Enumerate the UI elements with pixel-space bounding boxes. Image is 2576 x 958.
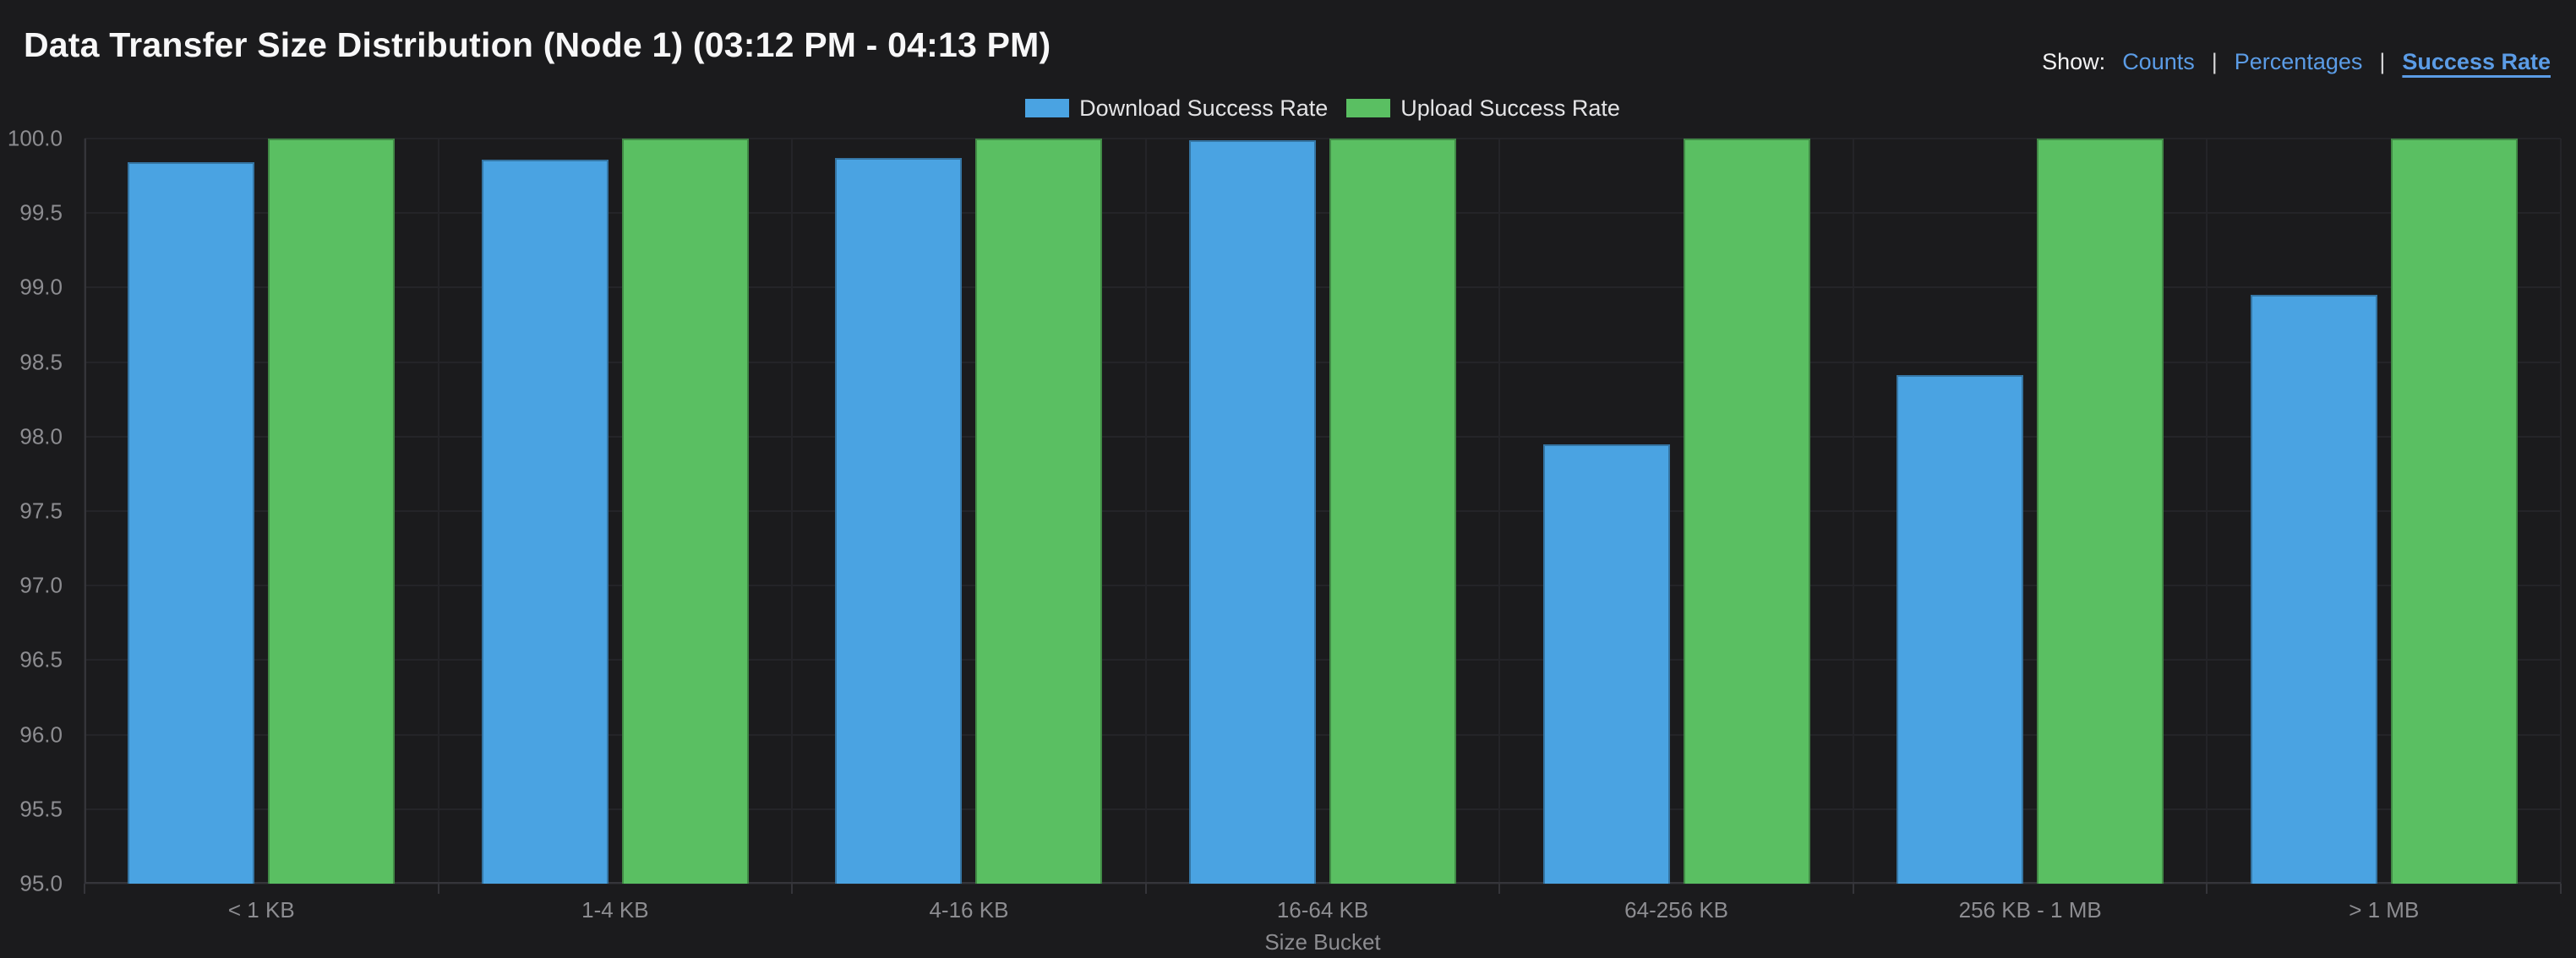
x-tick-label-1-mb: > 1 MB: [2349, 897, 2420, 923]
show-option-separator: |: [2379, 49, 2386, 74]
upload-success-rate-bar-1-mb[interactable]: [2390, 139, 2518, 884]
x-axis-labels: < 1 KB 1-4 KB 4-16 KB 16-64 KB 64-256 KB 256 …: [85, 897, 2561, 923]
x-axis-title: Size Bucket: [1264, 929, 1381, 955]
y-tick-label-95.0: 95.0: [19, 870, 63, 896]
legend-swatch-upload-success-rate: [1346, 99, 1391, 117]
bar-group-1-4-kb: [439, 139, 793, 884]
download-success-rate-bar-1-4-kb[interactable]: [481, 159, 609, 884]
download-success-rate-bar-64-256-kb[interactable]: [1542, 444, 1670, 884]
gridline-y-95.5: [85, 808, 2561, 810]
upload-success-rate-bar-16-64-kb[interactable]: [1329, 139, 1457, 884]
gridline-y-97.0: [85, 585, 2561, 587]
upload-success-rate-bar-256-kb-1-mb[interactable]: [2037, 139, 2164, 884]
x-tick-label-256-kb-1-mb: 256 KB - 1 MB: [1958, 897, 2102, 923]
x-tick-label-1-4-kb: 1-4 KB: [581, 897, 649, 923]
gridline-x-7: [2560, 139, 2562, 884]
legend-label: Download Success Rate: [1079, 95, 1329, 121]
x-tick-label-64-256-kb: 64-256 KB: [1624, 897, 1729, 923]
legend-label: Upload Success Rate: [1400, 95, 1620, 121]
download-success-rate-bar-16-64-kb[interactable]: [1189, 139, 1317, 884]
upload-success-rate-bar-4-16-kb[interactable]: [975, 139, 1103, 884]
show-option-percentages[interactable]: Percentages: [2234, 49, 2363, 74]
gridline-y-100.0: [85, 138, 2561, 139]
gridline-y-99.5: [85, 212, 2561, 215]
gridline-y-98.5: [85, 361, 2561, 363]
gridline-y-97.5: [85, 510, 2561, 512]
gridline-x-3: [1144, 139, 1147, 884]
bar-group-64-256-kb: [1499, 139, 1853, 884]
gridline-x-6: [2206, 139, 2208, 884]
bar-group-16-64-kb: [1146, 139, 1500, 884]
x-tick-label-16-64-kb: 16-64 KB: [1276, 897, 1369, 923]
download-success-rate-bar-256-kb-1-mb[interactable]: [1897, 375, 2024, 884]
y-tick-label-96.5: 96.5: [19, 646, 63, 672]
page-title: Data Transfer Size Distribution (Node 1)…: [24, 25, 1051, 64]
y-tick-label-97.0: 97.0: [19, 572, 63, 598]
x-axis-tick-3: [1144, 884, 1147, 894]
download-success-rate-bar-4-16-kb[interactable]: [835, 157, 963, 884]
chart-plot-area: [84, 138, 2562, 894]
upload-success-rate-bar-1-kb[interactable]: [268, 139, 396, 884]
y-tick-label-98.5: 98.5: [19, 349, 63, 375]
x-axis-tick-5: [1852, 884, 1854, 894]
y-tick-label-100.0: 100.0: [7, 125, 63, 151]
y-axis-line: [85, 139, 86, 884]
x-tick-label-1-kb: < 1 KB: [227, 897, 295, 923]
gridline-x-1: [437, 139, 439, 884]
gridline-y-99.0: [85, 286, 2561, 289]
y-axis-labels: 95.0 95.5 96.0 96.5 97.0 97.5 98.0 98.5 99.0 99.5…: [0, 126, 73, 896]
x-axis-tick-4: [1498, 884, 1501, 894]
y-tick-label-97.5: 97.5: [19, 498, 63, 524]
gridline-x-2: [791, 139, 794, 884]
gridline-x-4: [1498, 139, 1501, 884]
download-success-rate-bar-1-mb[interactable]: [2250, 295, 2377, 884]
x-axis-tick-6: [2206, 884, 2208, 894]
show-option-counts[interactable]: Counts: [2122, 49, 2195, 74]
show-switcher: Show: Counts | Percentages | Success Rate: [2042, 49, 2551, 75]
x-axis-line: [85, 882, 2561, 884]
y-tick-label-96.0: 96.0: [19, 721, 63, 748]
gridline-y-96.0: [85, 733, 2561, 736]
gridline-y-98.0: [85, 435, 2561, 438]
bar-group-256-kb-1-mb: [1853, 139, 2208, 884]
legend-item-upload-success-rate[interactable]: Upload Success Rate: [1346, 95, 1620, 122]
bar-groups: [85, 139, 2561, 884]
x-tick-label-4-16-kb: 4-16 KB: [929, 897, 1009, 923]
y-tick-label-99.5: 99.5: [19, 199, 63, 226]
bar-group-4-16-kb: [792, 139, 1146, 884]
x-axis-tick-0: [84, 884, 85, 894]
x-axis-tick-1: [437, 884, 439, 894]
show-options: Counts | Percentages | Success Rate: [2122, 49, 2551, 75]
download-success-rate-bar-1-kb[interactable]: [128, 162, 255, 884]
upload-success-rate-bar-1-4-kb[interactable]: [621, 139, 749, 884]
gridline-x-5: [1852, 139, 1854, 884]
legend-item-download-success-rate[interactable]: Download Success Rate: [1025, 95, 1328, 122]
x-axis-tick-7: [2560, 884, 2562, 894]
y-tick-label-95.5: 95.5: [19, 796, 63, 822]
upload-success-rate-bar-64-256-kb[interactable]: [1683, 139, 1810, 884]
show-option-success-rate[interactable]: Success Rate: [2402, 49, 2551, 74]
legend-swatch-download-success-rate: [1025, 99, 1070, 117]
gridline-y-95.0: [85, 883, 2561, 885]
show-option-separator: |: [2211, 49, 2218, 74]
show-label: Show:: [2042, 49, 2106, 74]
y-tick-label-99.0: 99.0: [19, 274, 63, 300]
y-tick-label-98.0: 98.0: [19, 423, 63, 449]
x-axis-tick-2: [791, 884, 794, 894]
gridline-y-96.5: [85, 659, 2561, 661]
bar-group-1-mb: [2207, 139, 2561, 884]
chart-legend: Download Success Rate Upload Success Rate: [85, 95, 2561, 122]
bar-group-1-kb: [85, 139, 439, 884]
